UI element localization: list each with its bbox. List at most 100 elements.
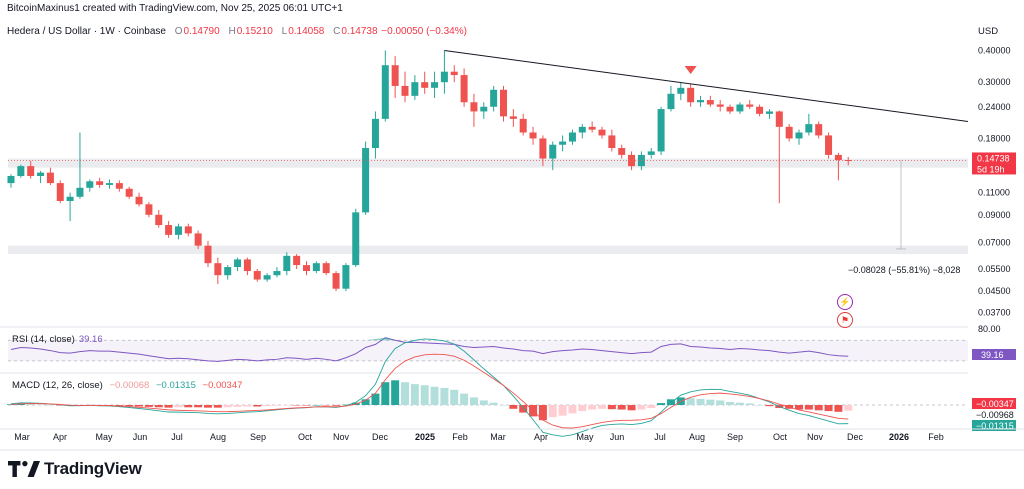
rsi-band	[8, 340, 968, 361]
candle-body	[174, 226, 182, 235]
macd-signal-value: −0.00347	[202, 380, 243, 391]
macd-hist-bar	[125, 405, 134, 407]
macd-hist-bar	[322, 405, 331, 406]
rsi-legend[interactable]: RSI (14, close) 39.16	[12, 334, 103, 345]
macd-hist-bar	[706, 399, 715, 405]
macd-line-value: −0.01315	[155, 380, 196, 391]
open-label: O	[174, 26, 183, 37]
tradingview-logo[interactable]: TradingView	[8, 459, 142, 479]
candle-body	[568, 132, 576, 142]
time-tick-label: Jul	[654, 432, 666, 442]
macd-hist-bar	[213, 405, 222, 408]
macd-hist-bar	[765, 405, 774, 407]
candle-body	[697, 100, 704, 103]
candle-body	[243, 259, 251, 272]
macd-legend[interactable]: MACD (12, 26, close) −0.00068 −0.01315 −…	[12, 380, 242, 391]
rsi-value: 39.16	[78, 334, 103, 345]
candle-body	[115, 183, 123, 189]
low-label: L	[281, 26, 288, 37]
candle-body	[480, 106, 488, 112]
macd-hist-bar	[844, 405, 853, 411]
macd-hist-bar	[637, 405, 646, 410]
candle-body	[283, 255, 291, 272]
candle-body	[598, 129, 606, 136]
macd-hist-bar	[144, 405, 153, 407]
candle-body	[657, 109, 665, 152]
candle-body	[411, 82, 419, 96]
chart-overlays: −0.08028 (−55.81%) −8,028	[8, 50, 969, 275]
macd-hist-bar	[558, 405, 567, 416]
macd-hist-bar	[164, 405, 173, 408]
time-tick-label: Mar	[490, 432, 506, 442]
candle-body	[204, 245, 212, 264]
candle-body	[834, 154, 842, 161]
candle-body	[500, 89, 507, 117]
macd-hist-bar	[509, 405, 518, 409]
lightning-icon[interactable]: ⚡	[837, 294, 853, 310]
support-zones	[8, 158, 968, 255]
macd-hist-bar	[578, 405, 587, 412]
time-tick-label: Mar	[14, 432, 30, 442]
macd-hist-bar	[804, 405, 813, 410]
candle-body	[253, 271, 261, 280]
macd-hist-bar	[440, 387, 449, 405]
flag-icon[interactable]: ⚑	[837, 312, 853, 328]
macd-hist-bar	[735, 402, 744, 405]
macd-hist-bar	[184, 405, 193, 408]
candle-body	[66, 196, 74, 202]
candle-body	[391, 65, 399, 86]
tradingview-logo-icon	[8, 461, 40, 477]
time-tick-label: Oct	[773, 432, 788, 442]
macd-hist-bar	[243, 405, 252, 407]
macd-hist-bar	[627, 405, 636, 411]
macd-axis-label: −0.00968	[976, 410, 1014, 420]
sell-marker-icon	[684, 66, 697, 75]
price-tick-label: 0.09000	[978, 210, 1011, 220]
time-tick-label: Dec	[372, 432, 389, 442]
price-tick-label: 0.05500	[978, 264, 1011, 274]
candle-body	[293, 255, 301, 266]
support-zone	[8, 245, 968, 255]
macd-hist-value: −0.00068	[109, 380, 150, 391]
macd-hist-bar	[282, 405, 291, 406]
macd-hist-bar	[371, 393, 380, 405]
candle-body	[716, 104, 724, 107]
macd-hist-bar	[716, 400, 725, 405]
symbol-legend[interactable]: Hedera / US Dollar · 1W · Coinbase O0.14…	[7, 26, 467, 37]
time-tick-label: Apr	[53, 432, 67, 442]
creator-line: BitcoinMaxinus1 created with TradingView…	[7, 3, 343, 14]
candle-body	[145, 204, 153, 215]
candle-body	[549, 144, 557, 159]
candle-body	[401, 85, 409, 96]
price-tick-label: 0.18000	[978, 133, 1011, 143]
macd-hist-bar	[657, 403, 666, 405]
candle-body	[342, 265, 350, 289]
candle-body	[746, 104, 754, 107]
candle-body	[76, 187, 84, 197]
candle-body	[775, 111, 783, 127]
candle-body	[7, 175, 15, 184]
time-tick-label: May	[576, 432, 594, 442]
macd-axis-label: −0.00347	[976, 399, 1014, 409]
macd-hist-bar	[519, 405, 528, 413]
rsi-line	[10, 337, 849, 362]
time-tick-label: Nov	[333, 432, 350, 442]
high-value: 0.15210	[236, 26, 273, 37]
current-price-value: 0.14738	[977, 153, 1010, 163]
candle-body	[381, 65, 389, 119]
macd-hist-bar	[233, 405, 242, 407]
candle-body	[460, 75, 468, 103]
rsi-overbought-fill	[365, 337, 396, 341]
candle-body	[618, 148, 626, 155]
candle-body	[421, 82, 429, 88]
candle-body	[86, 181, 94, 188]
macd-hist-bar	[479, 400, 488, 405]
candle-body	[194, 233, 202, 246]
candle-body	[450, 71, 458, 76]
macd-hist-bar	[607, 405, 616, 410]
rsi-title: RSI (14, close)	[12, 334, 75, 345]
macd-hist-bar	[450, 389, 459, 405]
candle-body	[805, 124, 813, 133]
macd-hist-bar	[795, 405, 803, 410]
